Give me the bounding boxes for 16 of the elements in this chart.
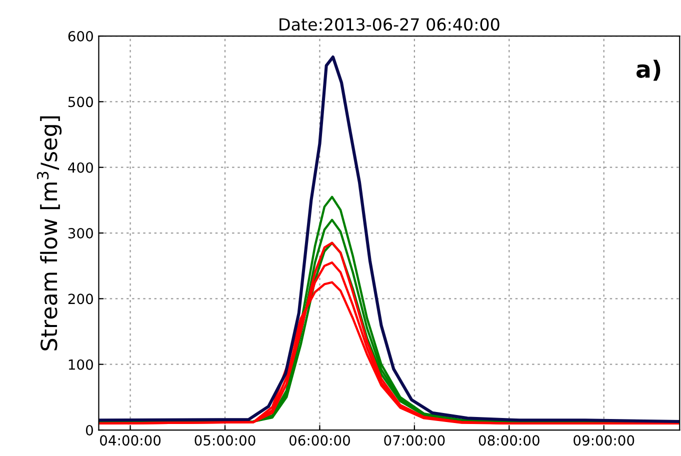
- y-tick-label: 600: [68, 30, 93, 42]
- y-tick-label: 0: [86, 424, 93, 436]
- x-tick-label: 05:00:00: [194, 435, 256, 446]
- x-tick-label: 08:00:00: [478, 435, 540, 446]
- annotation: a): [636, 60, 660, 81]
- y-tick-label: 300: [68, 228, 93, 238]
- y-tick-label: 400: [68, 162, 93, 173]
- y-tick-label: 100: [68, 359, 93, 370]
- x-tick-label: 09:00:00: [574, 435, 634, 446]
- y-tick-label: 500: [68, 96, 93, 108]
- x-tick-label: 04:00:00: [100, 435, 161, 446]
- y-axis-title: Stream flow [m$^{3}$/seg]: [36, 116, 62, 350]
- y-tick-label: 200: [68, 294, 93, 304]
- x-tick-label: 07:00:00: [384, 435, 445, 446]
- x-tick-label: 06:00:00: [289, 435, 350, 446]
- chart-title: Date:2013-06-27 06:40:00: [280, 18, 500, 31]
